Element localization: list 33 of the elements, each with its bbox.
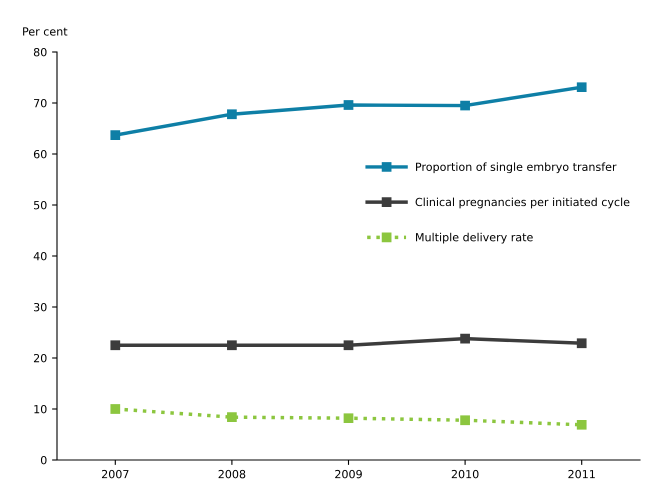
x-tick-label: 2008 bbox=[218, 470, 246, 478]
point bbox=[110, 340, 120, 350]
point bbox=[576, 420, 587, 430]
x-tick-label: 2009 bbox=[335, 470, 362, 478]
y-axis-title: Per cent bbox=[23, 27, 68, 36]
point bbox=[460, 100, 470, 110]
x-tick-label: 2007 bbox=[102, 470, 128, 478]
point bbox=[344, 340, 354, 350]
point bbox=[460, 334, 470, 344]
x-tick-label: 2010 bbox=[452, 470, 478, 478]
y-tick-label: 50 bbox=[34, 200, 47, 210]
point bbox=[110, 130, 120, 140]
y-tick-label: 20 bbox=[34, 354, 47, 362]
legend-label: Multiple delivery rate bbox=[416, 232, 533, 244]
point bbox=[344, 413, 354, 424]
y-tick-label: 40 bbox=[34, 252, 47, 260]
point bbox=[227, 412, 237, 422]
y-tick-label: 70 bbox=[34, 98, 47, 108]
legend-label: Proportion of single embryo transfer bbox=[416, 162, 617, 174]
point bbox=[576, 338, 587, 348]
y-tick-label: 30 bbox=[34, 302, 47, 312]
legend-label: Clinical pregnancies per initiated cycle bbox=[416, 198, 630, 208]
x-tick-label: 2011 bbox=[568, 470, 595, 478]
point bbox=[460, 415, 470, 426]
y-tick-label: 0 bbox=[40, 456, 47, 464]
point bbox=[110, 404, 120, 414]
y-tick-label: 80 bbox=[34, 48, 47, 56]
y-tick-label: 10 bbox=[34, 404, 47, 414]
point bbox=[227, 109, 237, 120]
point bbox=[576, 82, 587, 92]
point bbox=[227, 340, 237, 350]
point bbox=[344, 100, 354, 110]
y-tick-label: 60 bbox=[34, 150, 47, 158]
